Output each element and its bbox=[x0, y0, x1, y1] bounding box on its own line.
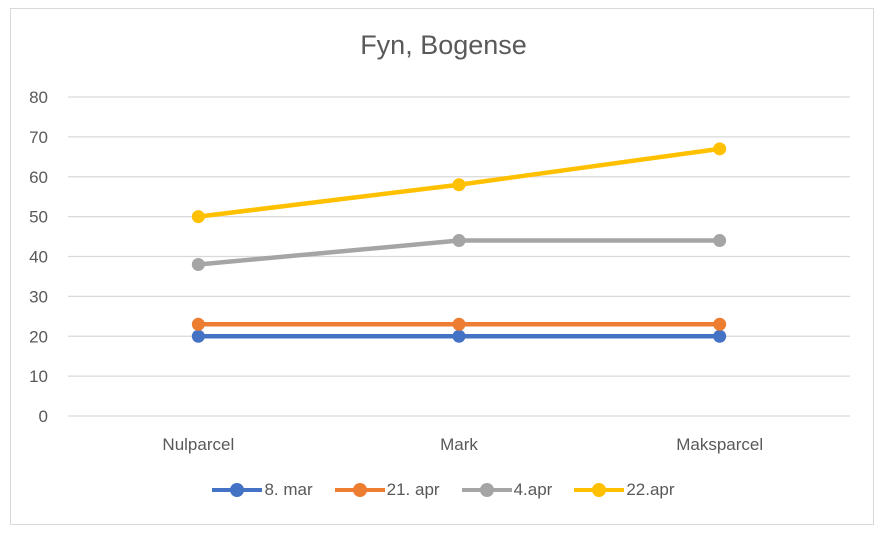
x-tick-label: Nulparcel bbox=[162, 435, 234, 454]
data-point-marker bbox=[191, 329, 205, 343]
y-tick-label: 60 bbox=[29, 168, 48, 187]
data-point-marker bbox=[191, 317, 205, 331]
gridlines bbox=[68, 96, 850, 417]
legend: 8. mar 21. apr 4.apr 22.apr bbox=[0, 480, 887, 500]
y-tick-label: 80 bbox=[29, 88, 48, 107]
data-point-marker bbox=[452, 329, 466, 343]
data-point-marker bbox=[713, 234, 727, 248]
legend-line-marker-icon bbox=[212, 483, 263, 497]
legend-item: 21. apr bbox=[334, 480, 440, 500]
y-tick-label: 40 bbox=[29, 248, 48, 267]
y-tick-label: 0 bbox=[39, 407, 48, 426]
x-tick-label: Maksparcel bbox=[676, 435, 763, 454]
legend-line-marker-icon bbox=[334, 483, 385, 497]
x-axis-labels: Nulparcel Mark Maksparcel bbox=[162, 435, 763, 454]
y-axis-labels: 0 10 20 30 40 50 60 70 80 bbox=[29, 88, 48, 426]
data-point-marker bbox=[713, 142, 727, 156]
legend-label: 22.apr bbox=[626, 480, 675, 499]
y-tick-label: 20 bbox=[29, 327, 48, 346]
legend-label: 8. mar bbox=[264, 480, 313, 499]
data-point-marker bbox=[452, 178, 466, 192]
chart-frame bbox=[10, 8, 874, 525]
y-tick-label: 10 bbox=[29, 367, 48, 386]
legend-line-marker-icon bbox=[574, 483, 625, 497]
data-point-marker bbox=[713, 329, 727, 343]
y-tick-label: 70 bbox=[29, 128, 48, 147]
legend-label: 4.apr bbox=[513, 480, 553, 499]
data-point-marker bbox=[452, 317, 466, 331]
data-series bbox=[191, 142, 727, 343]
legend-item: 22.apr bbox=[574, 480, 675, 500]
x-tick-label: Mark bbox=[440, 435, 478, 454]
legend-label: 21. apr bbox=[386, 480, 440, 499]
y-tick-label: 30 bbox=[29, 287, 48, 306]
data-point-marker bbox=[191, 257, 205, 271]
legend-line-marker-icon bbox=[461, 483, 512, 497]
chart-title: Fyn, Bogense bbox=[360, 30, 527, 60]
data-point-marker bbox=[452, 234, 466, 248]
data-point-marker bbox=[191, 210, 205, 224]
y-tick-label: 50 bbox=[29, 208, 48, 227]
legend-item: 4.apr bbox=[461, 480, 553, 500]
legend-item: 8. mar bbox=[212, 480, 313, 500]
data-point-marker bbox=[713, 317, 727, 331]
